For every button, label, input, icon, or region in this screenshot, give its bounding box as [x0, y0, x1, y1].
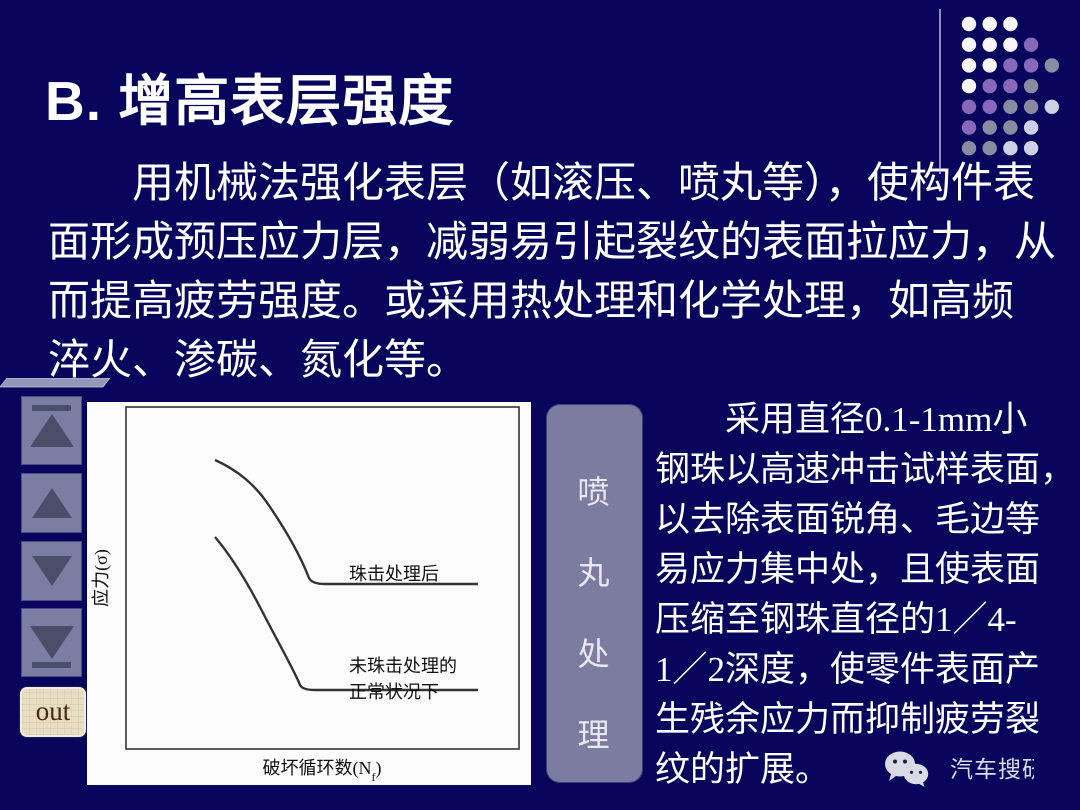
svg-text:珠击处理后: 珠击处理后: [349, 564, 439, 584]
svg-text:汽车搜研: 汽车搜研: [950, 756, 1034, 782]
svg-text:未珠击处理的: 未珠击处理的: [349, 656, 457, 676]
svg-text:应力(σ): 应力(σ): [91, 549, 112, 607]
svg-text:正常状况下: 正常状况下: [349, 682, 439, 702]
svg-text:破坏循环数(Nf): 破坏循环数(Nf): [263, 758, 382, 784]
